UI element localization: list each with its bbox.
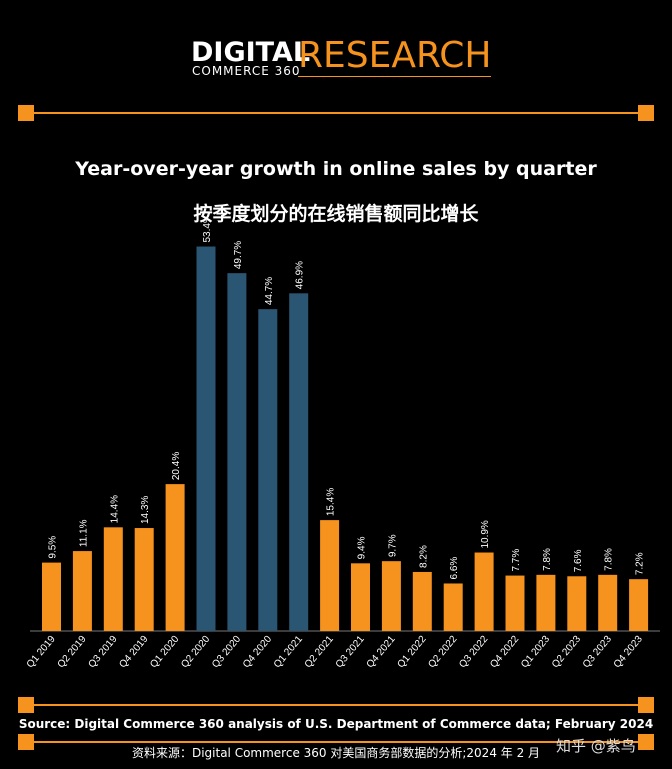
value-label: 46.9% <box>295 261 306 289</box>
category-label: Q1 2023 <box>519 634 552 671</box>
value-label: 6.6% <box>449 557 460 580</box>
category-label: Q2 2021 <box>303 634 336 671</box>
watermark: 知乎 @紫鸟 <box>556 737 636 755</box>
category-label: Q2 2023 <box>550 634 583 671</box>
category-label: Q2 2020 <box>179 634 212 671</box>
logo-commerce-text: COMMERCE 360 <box>192 64 301 78</box>
value-label: 14.3% <box>140 496 151 524</box>
category-label: Q3 2021 <box>334 634 367 671</box>
bar-q2-2022 <box>443 583 463 631</box>
value-label: 15.4% <box>326 488 337 516</box>
logo-research-text: RESEARCH <box>298 35 492 77</box>
bar-q1-2021 <box>289 293 309 631</box>
category-label: Q4 2019 <box>117 634 150 671</box>
bar-q1-2019 <box>42 562 61 631</box>
bar-q4-2021 <box>381 561 401 631</box>
logo-digital-text: DIGITAL <box>191 37 311 68</box>
bar-q2-2021 <box>320 520 340 631</box>
category-label: Q1 2020 <box>148 634 181 671</box>
category-label: Q3 2022 <box>457 634 490 671</box>
logo: DIGITAL COMMERCE 360 RESEARCH <box>0 34 672 84</box>
category-label: Q4 2020 <box>241 634 274 671</box>
bar-q1-2022 <box>412 571 432 631</box>
category-label: Q4 2023 <box>612 634 645 671</box>
bottom-divider-lower <box>18 734 654 750</box>
value-label: 7.6% <box>573 549 584 572</box>
value-label: 49.7% <box>233 241 244 269</box>
bar-q2-2019 <box>72 551 92 631</box>
bar-chart: 9.5% Q1 2019 11.1% Q2 2019 14.4% Q3 2019 14.3%… <box>25 220 660 671</box>
bar-q2-2023 <box>567 576 587 631</box>
bar-q3-2019 <box>103 527 123 631</box>
bar-q4-2020 <box>258 309 278 631</box>
bar-q4-2022 <box>505 575 525 631</box>
chart-title-cn: 按季度划分的在线销售额同比增长 <box>193 203 479 225</box>
category-label: Q4 2022 <box>488 634 521 671</box>
category-label: Q1 2021 <box>272 634 305 671</box>
bar-q3-2023 <box>598 574 618 631</box>
category-label: Q1 2022 <box>396 634 429 671</box>
value-label: 7.8% <box>542 548 553 571</box>
value-label: 53.4% <box>202 220 213 243</box>
bar-q3-2021 <box>351 563 370 631</box>
chart-title: Year-over-year growth in online sales by… <box>75 158 597 180</box>
bottom-divider-upper <box>18 697 654 713</box>
value-label: 10.9% <box>480 520 491 548</box>
bar-q3-2022 <box>474 552 494 631</box>
value-label: 14.4% <box>109 495 120 523</box>
value-label: 7.8% <box>604 548 615 571</box>
value-label: 9.5% <box>48 536 59 559</box>
bar-q1-2023 <box>536 574 556 631</box>
bar-q4-2019 <box>134 528 154 631</box>
bar-q4-2023 <box>629 579 649 631</box>
value-label: 9.7% <box>387 534 398 557</box>
source-note-cn: 资料来源：Digital Commerce 360 对美国商务部数据的分析;20… <box>131 746 541 760</box>
value-label: 8.2% <box>418 545 429 568</box>
category-label: Q4 2021 <box>365 634 398 671</box>
category-label: Q1 2019 <box>25 634 58 671</box>
bar-q2-2020 <box>196 246 216 631</box>
bar-q1-2020 <box>165 484 185 631</box>
category-label: Q2 2022 <box>426 634 459 671</box>
top-divider <box>18 105 654 121</box>
category-label: Q2 2019 <box>56 634 89 671</box>
category-label: Q3 2023 <box>581 634 614 671</box>
category-label: Q3 2020 <box>210 634 243 671</box>
category-label: Q3 2019 <box>87 634 120 671</box>
source-note: Source: Digital Commerce 360 analysis of… <box>18 717 654 731</box>
value-label: 7.7% <box>511 549 522 572</box>
value-label: 20.4% <box>171 452 182 480</box>
value-label: 11.1% <box>78 519 89 547</box>
value-label: 44.7% <box>264 277 275 305</box>
bar-q3-2020 <box>227 273 247 631</box>
value-label: 9.4% <box>357 536 368 559</box>
value-label: 7.2% <box>635 552 646 575</box>
